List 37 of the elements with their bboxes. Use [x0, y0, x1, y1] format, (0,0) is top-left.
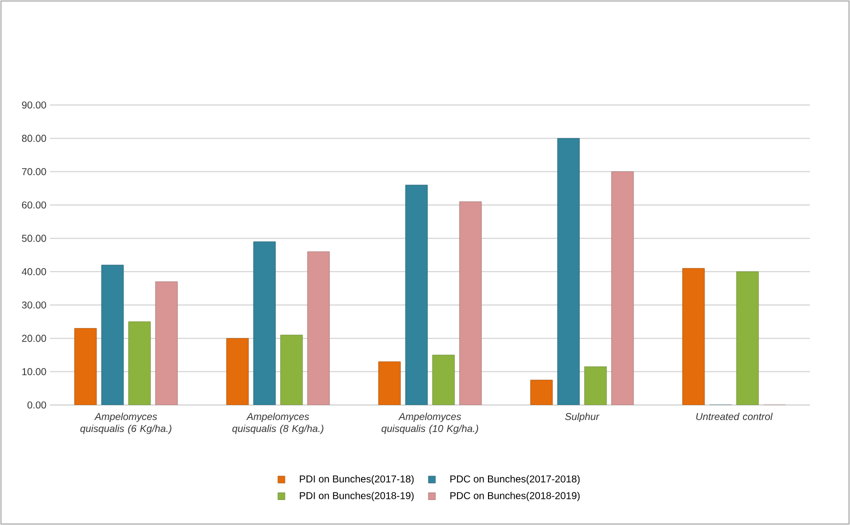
bar — [682, 268, 705, 405]
bar — [736, 271, 759, 405]
y-tick-label: 30.00 — [22, 301, 46, 309]
y-tick-label: 70.00 — [22, 168, 46, 176]
legend-label: PDI on Bunches(2017-18) — [300, 475, 414, 484]
bar — [155, 281, 178, 405]
x-tick-label: Ampelomyces quisqualis (6 Kg/ha.) — [80, 412, 172, 434]
y-tick-label: 90.00 — [22, 101, 46, 109]
bar — [101, 264, 124, 405]
y-tick-label: 80.00 — [22, 134, 46, 142]
bar — [253, 241, 276, 405]
bar — [405, 184, 428, 405]
legend-label: PDI on Bunches(2018-19) — [300, 492, 414, 502]
bar — [226, 338, 249, 405]
y-tick-label: 50.00 — [22, 234, 46, 242]
bar — [611, 171, 634, 405]
bar — [128, 321, 151, 405]
bar — [280, 334, 303, 405]
y-tick-label: 20.00 — [22, 334, 46, 342]
bar — [307, 251, 330, 405]
bar — [378, 361, 401, 405]
bar — [530, 380, 553, 405]
bar — [74, 328, 97, 405]
x-tick-label: Sulphur — [565, 412, 600, 422]
bar — [459, 201, 482, 405]
x-tick-label: Untreated control — [696, 412, 773, 420]
x-tick-label: Ampelomyces quisqualis (10 Kg/ha.) — [382, 412, 478, 434]
y-tick-label: 10.00 — [22, 368, 46, 376]
y-tick-label: 0.00 — [27, 401, 46, 409]
bar — [557, 138, 580, 405]
bar — [432, 354, 455, 405]
bar — [584, 366, 607, 405]
legend-label: PDC on Bunches(2018-2019) — [450, 492, 580, 502]
y-tick-label: 60.00 — [22, 201, 46, 209]
legend-label: PDC on Bunches(2017-2018) — [450, 475, 580, 484]
x-tick-label: Ampelomyces quisqualis (8 Kg/ha.) — [232, 412, 324, 434]
y-tick-label: 40.00 — [22, 268, 46, 276]
